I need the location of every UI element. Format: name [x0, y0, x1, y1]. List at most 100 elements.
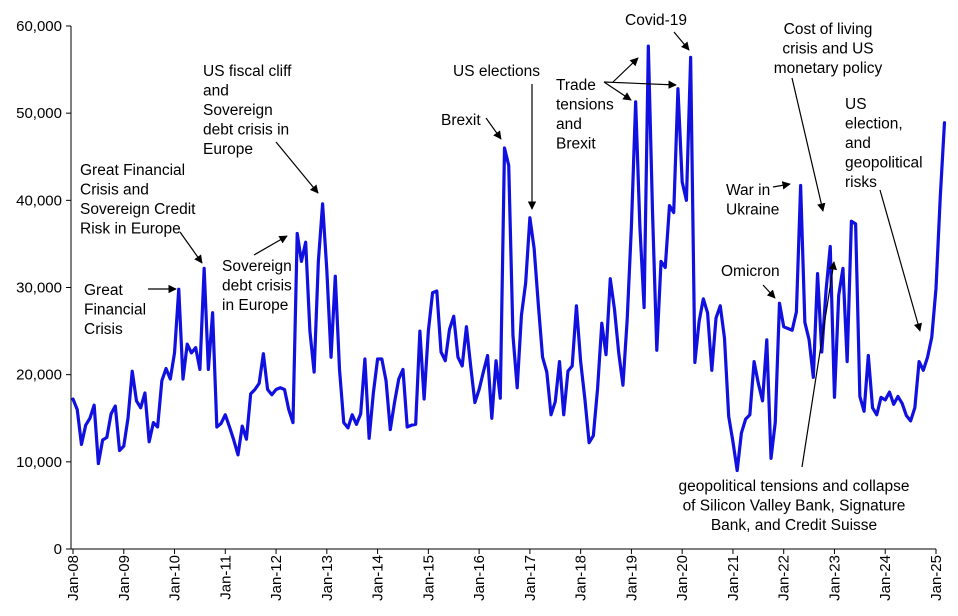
- annotation-line: election,: [845, 116, 903, 133]
- annotation-gfc-crisis: Great Financial Crisis: [84, 282, 177, 338]
- annotation-line: monetary policy: [774, 60, 883, 77]
- annotation-line: debt crisis: [222, 278, 292, 295]
- annotation-arrow: [772, 181, 791, 190]
- x-tick-label: Jan-20: [674, 555, 691, 601]
- annotation-line: Risk in Europe: [80, 221, 181, 238]
- annotation-text: Great Financial Crisis: [84, 282, 146, 338]
- annotation-line: and: [845, 135, 871, 152]
- annotation-arrow: [275, 141, 319, 194]
- annotation-arrow: [673, 31, 690, 51]
- annotation-arrow: [801, 261, 837, 468]
- y-tick-label: 50,000: [16, 105, 62, 122]
- annotation-text: Great Financial Crisis and Sovereign Credi…: [80, 162, 196, 238]
- annotation-arrow: [603, 80, 677, 89]
- annotation-line: Omicron: [721, 263, 780, 280]
- annotation-line: geopolitical tensions and collapse: [679, 478, 910, 495]
- series-line: [71, 44, 947, 473]
- x-tick-label: Jan-14: [370, 555, 387, 601]
- annotation-arrow: [612, 57, 639, 83]
- annotation-text: US fiscal cliff and Sovereign debt crisis i…: [203, 63, 292, 158]
- annotation-text: Omicron: [721, 263, 780, 280]
- annotation-us-elections: US elections: [453, 63, 540, 210]
- y-tick-label: 30,000: [16, 280, 62, 297]
- annotation-brexit: Brexit: [441, 112, 502, 140]
- x-axis-ticks: Jan-08 Jan-09 Jan-10 Jan-11 Jan-12 Jan-13 Jan-…: [65, 549, 945, 601]
- annotation-line: Crisis and: [80, 182, 149, 199]
- annotation-text: War in Ukraine: [726, 182, 779, 219]
- annotation-text: Trade tensions and Brexit: [556, 77, 614, 153]
- annotation-omicron: Omicron: [721, 263, 780, 299]
- annotation-arrow: [762, 284, 776, 299]
- annotation-line: Europe: [203, 141, 253, 158]
- annotation-line: Crisis: [84, 321, 123, 338]
- x-tick-label: Jan-17: [522, 555, 539, 601]
- x-tick-label: Jan-08: [65, 555, 82, 601]
- annotation-line: Bank, and Credit Suisse: [711, 517, 877, 534]
- annotation-text: Cost of living crisis and US monetary poli…: [774, 21, 883, 77]
- annotation-line: War in: [726, 182, 770, 199]
- annotation-trade-brexit: Trade tensions and Brexit: [556, 77, 677, 153]
- annotation-text: Brexit: [441, 112, 481, 129]
- annotation-line: geopolitical: [845, 155, 923, 172]
- annotation-war-ukraine: War in Ukraine: [726, 181, 791, 219]
- y-tick-label: 20,000: [16, 367, 62, 384]
- annotation-line: Cost of living: [784, 21, 873, 38]
- annotation-arrow: [791, 77, 826, 212]
- annotation-fiscal-cliff: US fiscal cliff and Sovereign debt crisis i…: [203, 63, 319, 194]
- annotation-line: Sovereign: [222, 258, 292, 275]
- annotation-cost-living: Cost of living crisis and US monetary poli…: [774, 21, 883, 212]
- x-tick-label: Jan-24: [877, 555, 894, 601]
- annotation-line: in Europe: [222, 297, 288, 314]
- x-tick-label: Jan-16: [471, 555, 488, 601]
- annotation-line: Financial: [84, 302, 146, 319]
- annotation-line: risks: [845, 174, 877, 191]
- annotation-line: and: [203, 83, 229, 100]
- annotation-line: Great: [84, 282, 123, 299]
- annotation-arrow: [603, 81, 632, 101]
- annotation-arrow: [253, 235, 288, 256]
- annotation-line: US: [845, 96, 867, 113]
- annotation-line: US elections: [453, 63, 540, 80]
- annotation-us-election-geo: US election, and geopolitical risks: [845, 96, 923, 332]
- annotation-line: Sovereign: [203, 102, 273, 119]
- annotation-sovereign-debt: Sovereign debt crisis in Europe: [222, 235, 292, 314]
- annotation-line: debt crisis in: [203, 122, 289, 139]
- annotation-text: Sovereign debt crisis in Europe: [222, 258, 292, 314]
- x-tick-label: Jan-10: [167, 555, 184, 601]
- annotation-line: Great Financial: [80, 162, 185, 179]
- annotation-line: and: [556, 116, 582, 133]
- x-tick-label: Jan-25: [928, 555, 945, 601]
- annotation-line: Brexit: [441, 112, 481, 129]
- x-tick-label: Jan-18: [573, 555, 590, 601]
- annotation-line: Sovereign Credit: [80, 201, 196, 218]
- y-tick-label: 40,000: [16, 192, 62, 209]
- x-tick-label: Jan-22: [776, 555, 793, 601]
- x-tick-label: Jan-12: [268, 555, 285, 601]
- y-tick-label: 10,000: [16, 454, 62, 471]
- y-tick-label: 60,000: [16, 18, 62, 35]
- annotations: Great Financial Crisis Great Financial Crisi…: [80, 12, 923, 534]
- annotation-text: geopolitical tensions and collapse of Sil…: [679, 478, 910, 534]
- annotation-arrow: [485, 117, 502, 140]
- annotation-line: Brexit: [556, 136, 596, 153]
- y-axis-ticks: 0 10,000 20,000 30,000 40,000 50,000 60,000: [16, 18, 71, 558]
- annotation-svb: geopolitical tensions and collapse of Sil…: [679, 261, 910, 534]
- annotation-line: crisis and US: [782, 41, 873, 58]
- annotation-covid: Covid-19: [612, 12, 690, 83]
- x-tick-label: Jan-15: [420, 555, 437, 601]
- annotation-line: tensions: [556, 97, 614, 114]
- annotation-line: Trade: [556, 77, 596, 94]
- annotation-text: US elections: [453, 63, 540, 80]
- annotation-arrow: [879, 189, 922, 332]
- annotation-line: US fiscal cliff: [203, 63, 292, 80]
- annotation-text: US election, and geopolitical risks: [845, 96, 923, 191]
- series-group: [71, 44, 947, 473]
- x-tick-label: Jan-23: [826, 555, 843, 601]
- annotation-gfc-sovereign: Great Financial Crisis and Sovereign Credi…: [80, 162, 203, 264]
- annotation-line: Covid-19: [625, 12, 687, 29]
- annotation-arrow: [179, 231, 203, 264]
- x-tick-label: Jan-21: [725, 555, 742, 601]
- x-tick-label: Jan-19: [623, 555, 640, 601]
- annotation-text: Covid-19: [625, 12, 687, 29]
